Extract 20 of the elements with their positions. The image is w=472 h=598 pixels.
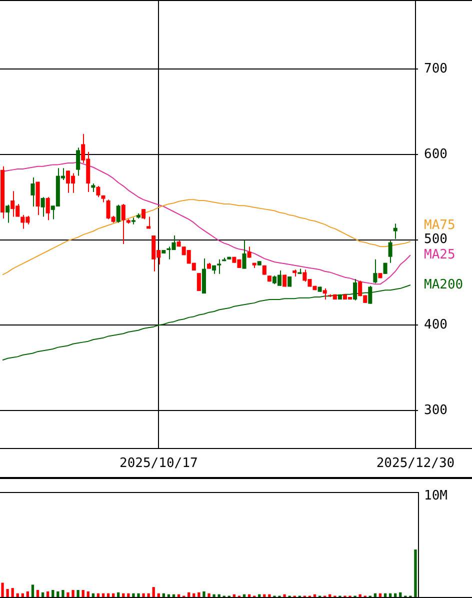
y-tick-label: 500 bbox=[424, 232, 448, 248]
series-label: MA200 bbox=[424, 277, 464, 292]
x-tick-label: 2025/10/17 bbox=[120, 456, 198, 472]
y-tick-label: 700 bbox=[424, 61, 448, 76]
y-tick-label: 600 bbox=[424, 146, 448, 162]
x-tick-label: 2025/12/30 bbox=[376, 456, 455, 472]
bar bbox=[202, 591, 206, 598]
bar bbox=[76, 590, 80, 598]
text: 10M bbox=[424, 488, 448, 504]
bar bbox=[72, 590, 74, 598]
bar bbox=[6, 588, 9, 598]
series-label: MA75 bbox=[424, 218, 456, 234]
bar bbox=[1, 582, 4, 598]
bar bbox=[414, 549, 417, 598]
y-tick-label: 300 bbox=[424, 402, 448, 418]
series-label: MA25 bbox=[424, 248, 456, 263]
bar bbox=[198, 592, 200, 598]
bar bbox=[62, 590, 64, 598]
y-tick-label: 400 bbox=[424, 317, 448, 332]
bar bbox=[66, 592, 70, 598]
